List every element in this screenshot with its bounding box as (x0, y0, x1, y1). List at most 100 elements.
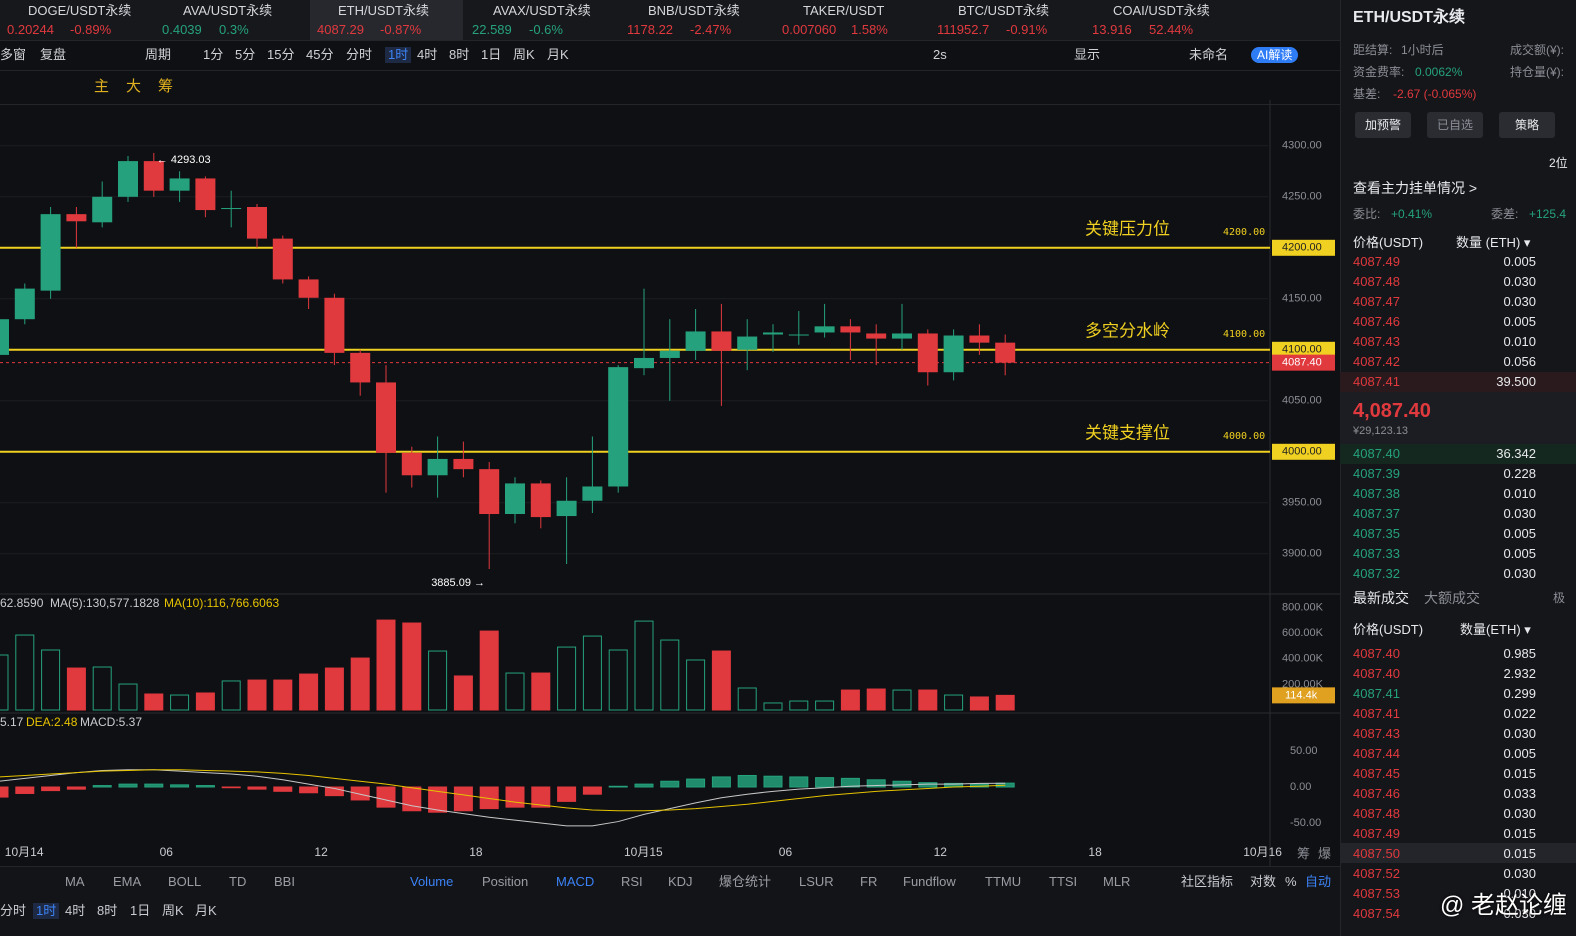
toolbar-item[interactable]: 4时 (417, 47, 438, 62)
tab-symbol[interactable]: BTC/USDT永续 (958, 3, 1050, 18)
candle-body (634, 357, 654, 369)
indicator[interactable]: Volume (410, 874, 454, 889)
toolbar-item[interactable]: 15分 (267, 47, 295, 62)
price: 4087.41 (1353, 706, 1400, 721)
volume-bar (918, 689, 938, 711)
tab-symbol[interactable]: ETH/USDT永续 (338, 3, 430, 18)
toolbar-item[interactable]: 5分 (235, 47, 256, 62)
volume-bar (15, 634, 35, 711)
candle-body (14, 288, 35, 320)
checkbox-label[interactable]: 极 (1553, 591, 1566, 605)
price: 4087.46 (1353, 314, 1400, 329)
trade-highlight (1340, 843, 1576, 863)
tab-symbol[interactable]: AVAX/USDT永续 (493, 3, 591, 18)
indicator[interactable]: RSI (621, 874, 643, 889)
indicator[interactable]: KDJ (668, 874, 693, 889)
toolbar-item[interactable]: 1日 (481, 47, 502, 62)
button[interactable]: 策略 (1499, 112, 1555, 138)
draw-tool[interactable]: 筹 (158, 78, 174, 95)
toolbar-item[interactable]: 未命名 (1189, 47, 1229, 62)
last-price-badge (1272, 354, 1335, 371)
toolbar-item[interactable]: 1时 (385, 47, 412, 63)
tab-symbol[interactable]: TAKER/USDT (803, 3, 885, 18)
indicator[interactable]: MLR (1103, 874, 1131, 889)
link[interactable]: 查看主力挂单情况 > (1353, 180, 1478, 196)
period[interactable]: 月K (195, 903, 217, 918)
toolbar-item[interactable]: 1分 (203, 47, 224, 62)
indicator-tool[interactable]: 自动 (1305, 874, 1332, 889)
indicator-tool[interactable]: 对数 (1250, 874, 1277, 889)
indicator[interactable]: EMA (113, 874, 142, 889)
volume-bar (686, 659, 706, 711)
tab-symbol[interactable]: AVA/USDT永续 (183, 3, 273, 18)
volume-bar (634, 620, 654, 711)
indicator[interactable]: Fundflow (903, 874, 956, 889)
indicator[interactable]: TTMU (985, 874, 1022, 889)
indicator[interactable]: Position (482, 874, 529, 889)
last-price-text: 4087.40 (1282, 357, 1322, 369)
indicator-tool[interactable]: 社区指标 (1181, 874, 1234, 889)
macd-bar (350, 786, 370, 801)
candle-body (556, 500, 577, 517)
toolbar-item[interactable]: 周K (513, 47, 535, 62)
period[interactable]: 1日 (130, 903, 151, 918)
toolbar-item[interactable]: 周期 (145, 47, 172, 62)
macd-bar (247, 786, 267, 790)
label: 距结算: (1353, 43, 1393, 57)
macd-bar (324, 786, 344, 797)
y-tick-label: 50.00 (1290, 745, 1318, 757)
indicator[interactable]: BBI (274, 874, 295, 889)
y-tick-label: 4300.00 (1282, 140, 1322, 152)
axis-tool[interactable]: 筹 (1297, 846, 1311, 861)
indicator[interactable]: TD (229, 874, 247, 889)
tab[interactable]: 最新成交 (1353, 590, 1409, 606)
button[interactable]: 加预警 (1355, 112, 1411, 138)
period[interactable]: 1时 (33, 903, 60, 919)
toolbar-item[interactable]: 2s (933, 47, 947, 62)
macd-bar (118, 783, 138, 788)
candle-body (788, 334, 809, 336)
indicator[interactable]: FR (860, 874, 878, 889)
period[interactable]: 分时 (0, 903, 27, 918)
macd-bar (608, 785, 628, 788)
indicator-tool[interactable]: % (1285, 874, 1297, 889)
tab-symbol[interactable]: DOGE/USDT永续 (28, 3, 132, 18)
x-tick-label: 12 (314, 845, 328, 859)
toolbar-item[interactable]: 多窗 (0, 47, 27, 62)
macd-bar (660, 780, 680, 788)
indicator[interactable]: 爆仓统计 (719, 874, 772, 889)
indicator[interactable]: MA (65, 874, 85, 889)
qty: 0.030 (1503, 866, 1536, 881)
toolbar-item[interactable]: 分时 (346, 47, 373, 62)
level-label: 多空分水岭 (1085, 321, 1170, 340)
depth-select[interactable]: 2位 (1549, 156, 1568, 170)
period[interactable]: 周K (162, 903, 184, 918)
toolbar-item[interactable]: 显示 (1074, 47, 1101, 62)
toolbar-item[interactable]: 复盘 (40, 47, 67, 62)
toolbar-item[interactable]: 8时 (449, 47, 470, 62)
price: 4087.50 (1353, 846, 1400, 861)
indicator[interactable]: TTSI (1049, 874, 1078, 889)
x-tick-label: 12 (934, 845, 948, 859)
indicator[interactable]: MACD (556, 874, 595, 889)
period[interactable]: 8时 (97, 903, 118, 918)
macd-header: MACD:5.37 (80, 715, 142, 729)
draw-tool[interactable]: 大 (126, 78, 142, 95)
draw-tool[interactable]: 主 (94, 78, 110, 95)
qty: 0.030 (1503, 274, 1536, 289)
indicator[interactable]: BOLL (168, 874, 202, 889)
macd-bar (557, 786, 577, 802)
qty: 0.005 (1503, 746, 1536, 761)
indicator[interactable]: LSUR (799, 874, 834, 889)
tab-symbol[interactable]: COAI/USDT永续 (1113, 3, 1210, 18)
tab[interactable]: 大额成交 (1424, 590, 1480, 606)
button[interactable]: 已自选 (1427, 112, 1483, 138)
toolbar-item[interactable]: 月K (547, 47, 569, 62)
period[interactable]: 4时 (65, 903, 86, 918)
axis-tool[interactable]: 爆 (1318, 846, 1332, 861)
toolbar-item[interactable]: AI解读 (1251, 47, 1299, 63)
macd-bar (918, 782, 938, 788)
toolbar-item[interactable]: 45分 (306, 47, 334, 62)
tab-symbol[interactable]: BNB/USDT永续 (648, 3, 740, 18)
macd-bar (711, 776, 731, 788)
